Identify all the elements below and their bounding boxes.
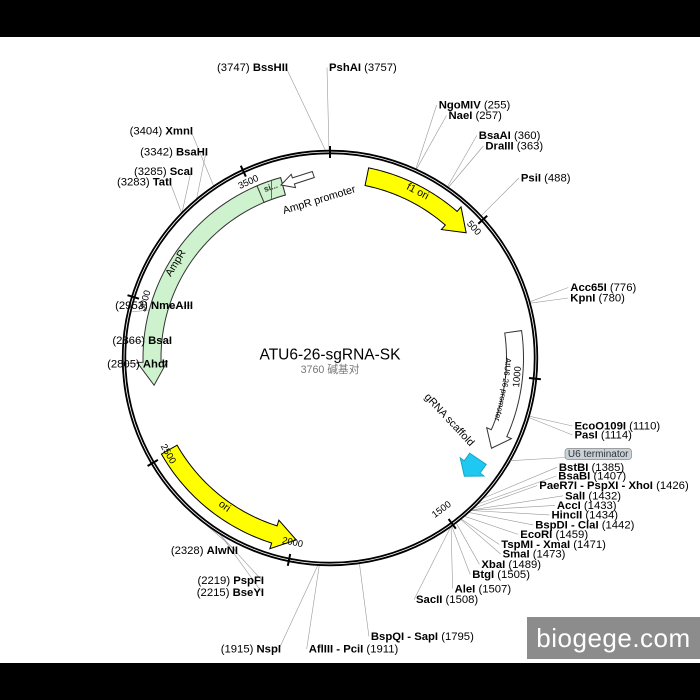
svg-text:1500: 1500	[430, 499, 454, 520]
svg-text:BtgI (1505): BtgI (1505)	[472, 569, 530, 581]
svg-text:(3404) XmnI: (3404) XmnI	[130, 126, 193, 138]
svg-text:NaeI (257): NaeI (257)	[449, 110, 503, 122]
svg-text:U6 terminator: U6 terminator	[568, 449, 629, 460]
svg-text:(2953) NmeAIII: (2953) NmeAIII	[115, 300, 193, 312]
svg-text:(2328) AlwNI: (2328) AlwNI	[171, 545, 238, 557]
svg-text:(3747) BssHII: (3747) BssHII	[217, 62, 288, 74]
svg-text:PsiI (488): PsiI (488)	[521, 173, 571, 185]
svg-text:SalI (1432): SalI (1432)	[565, 490, 621, 502]
svg-text:TspMI - XmaI (1471): TspMI - XmaI (1471)	[501, 539, 606, 551]
svg-text:2000: 2000	[281, 535, 304, 550]
svg-text:AflIII - PciI (1911): AflIII - PciI (1911)	[309, 644, 399, 656]
svg-text:AmpR promoter: AmpR promoter	[281, 183, 357, 217]
svg-text:gRNA scaffold: gRNA scaffold	[422, 391, 477, 449]
svg-text:(1915) NspI: (1915) NspI	[221, 644, 281, 656]
svg-text:ATU6-26-sgRNA-SK: ATU6-26-sgRNA-SK	[260, 347, 402, 364]
svg-text:BspQI - SapI (1795): BspQI - SapI (1795)	[371, 631, 474, 643]
svg-text:PasI (1114): PasI (1114)	[575, 430, 633, 442]
svg-text:KpnI (780): KpnI (780)	[570, 293, 625, 305]
svg-text:SacII (1508): SacII (1508)	[416, 594, 478, 606]
svg-text:PshAI (3757): PshAI (3757)	[329, 62, 397, 74]
svg-text:1000: 1000	[511, 366, 524, 388]
svg-text:(2219) PspFI: (2219) PspFI	[197, 575, 264, 587]
svg-text:(2866) BsaI: (2866) BsaI	[112, 335, 172, 347]
svg-text:BspDI - ClaI (1442): BspDI - ClaI (1442)	[535, 519, 634, 531]
svg-text:(2215) BseYI: (2215) BseYI	[197, 587, 264, 599]
svg-text:3760 碱基对: 3760 碱基对	[301, 363, 360, 376]
svg-text:DraIII (363): DraIII (363)	[485, 141, 543, 153]
svg-text:(3283) TatI: (3283) TatI	[117, 177, 172, 189]
svg-text:(2805) AhdI: (2805) AhdI	[107, 359, 168, 371]
svg-text:(3342) BsaHI: (3342) BsaHI	[140, 147, 208, 159]
